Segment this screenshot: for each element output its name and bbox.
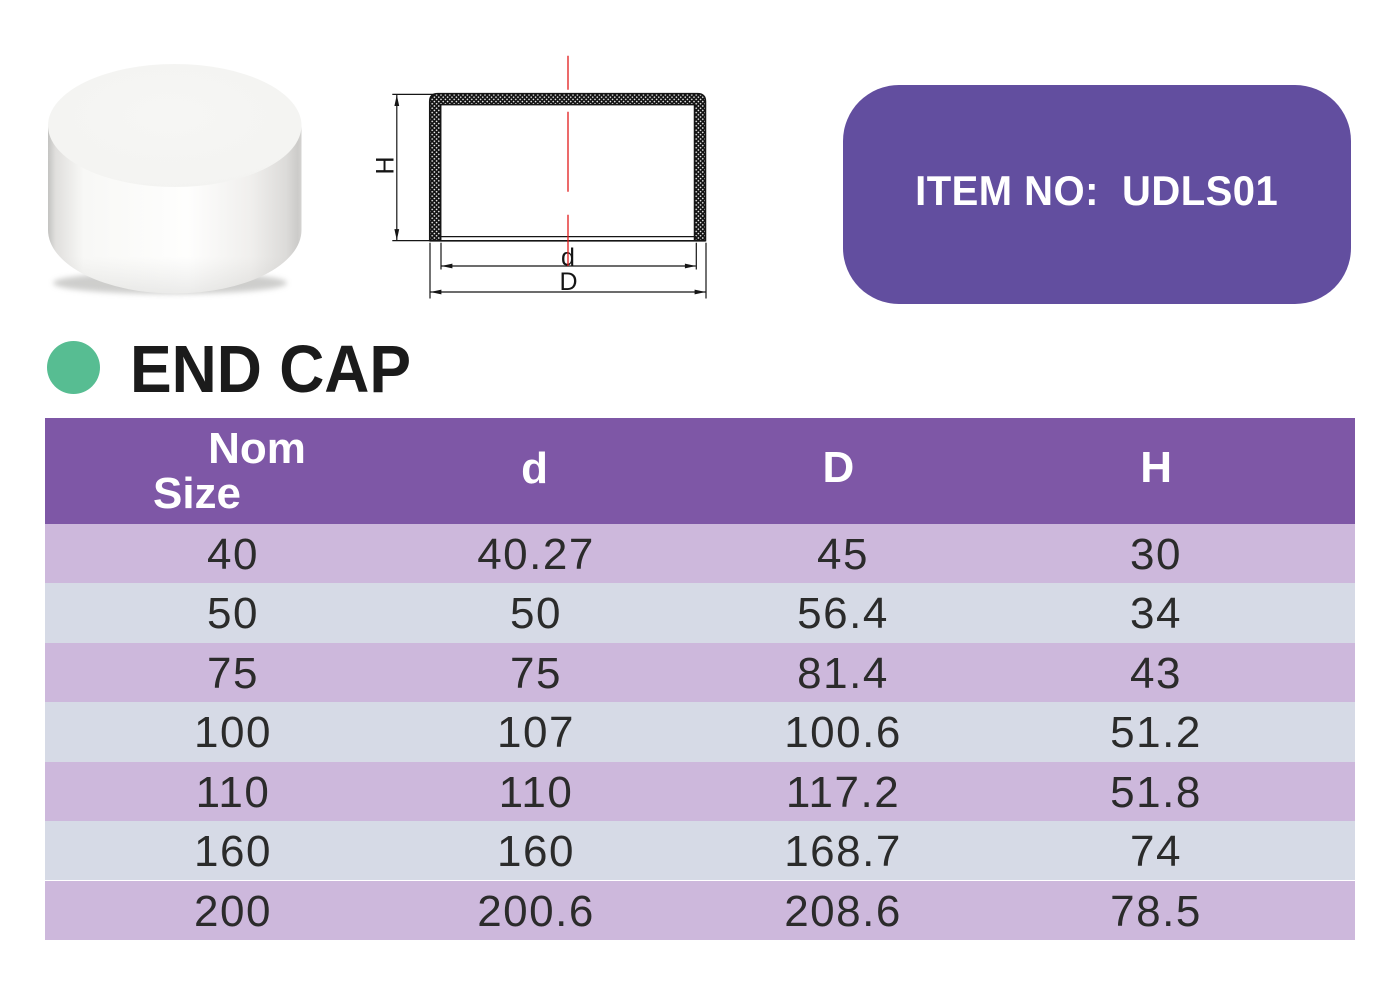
svg-text:H: H bbox=[375, 156, 400, 174]
svg-text:D: D bbox=[559, 268, 577, 296]
